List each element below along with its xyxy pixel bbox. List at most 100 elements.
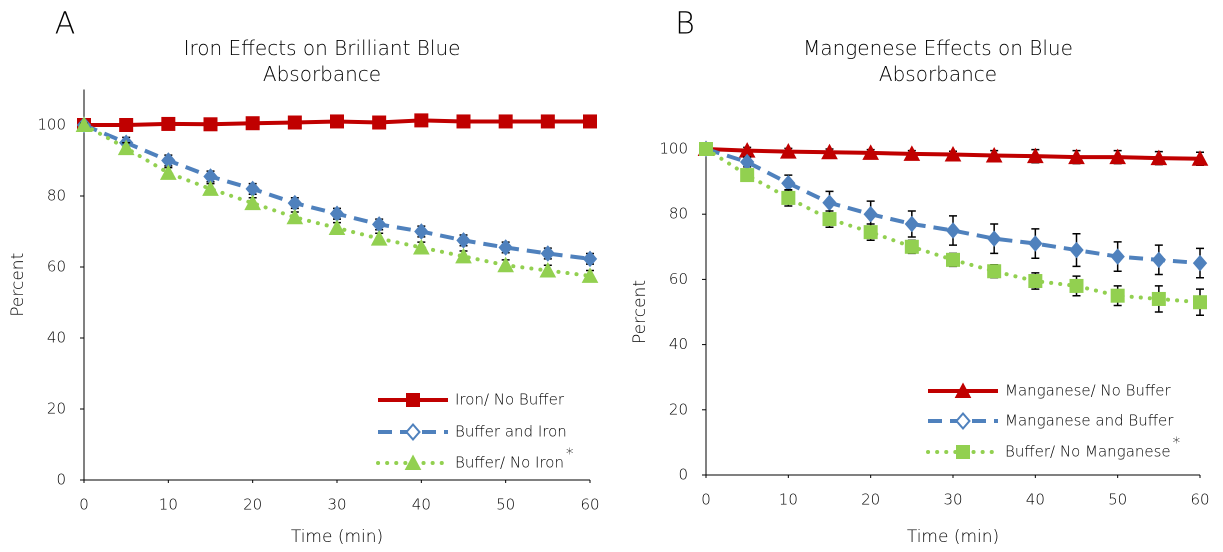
series-line — [82, 123, 592, 278]
data-point — [540, 245, 555, 262]
data-point — [456, 114, 471, 129]
data-point — [328, 219, 346, 235]
data-point — [1026, 147, 1044, 164]
data-point — [497, 256, 515, 273]
data-point — [1028, 235, 1043, 252]
annotation: * — [566, 445, 574, 463]
y-tick-label: 80 — [47, 187, 66, 205]
data-point — [863, 205, 878, 223]
data-point — [540, 114, 555, 129]
data-point — [370, 230, 388, 246]
y-tick-label: 100 — [37, 116, 66, 134]
y-tick-label: 40 — [47, 329, 66, 347]
data-point — [414, 113, 429, 128]
legend-label: Buffer/ No Manganese — [1005, 443, 1171, 461]
x-tick-label: 30 — [327, 496, 346, 514]
data-point — [287, 194, 302, 212]
data-point — [946, 252, 960, 267]
data-point — [203, 117, 218, 132]
y-tick-label: 20 — [669, 400, 688, 418]
x-tick-label: 10 — [159, 496, 178, 514]
title-line: Mangenese Effects on Blue — [803, 36, 1073, 60]
x-axis-title: Time (min) — [907, 527, 999, 547]
x-axis-title: Time (min) — [291, 527, 383, 547]
panel-label: B — [675, 7, 695, 42]
y-axis-title: Percent — [630, 280, 650, 344]
data-point — [330, 114, 344, 129]
chart-title: Mangenese Effects on Blue Absorbance — [803, 36, 1073, 86]
data-point — [781, 190, 796, 205]
y-tick-label: 0 — [678, 466, 688, 484]
data-point — [987, 230, 1002, 247]
y-tick-label: 0 — [56, 471, 66, 489]
data-point — [699, 142, 713, 156]
data-point — [822, 194, 837, 212]
legend-label: Buffer and Iron — [455, 423, 567, 441]
x-tick-label: 30 — [943, 491, 962, 509]
x-tick-label: 10 — [779, 491, 798, 509]
legend-label: Manganese and Buffer — [1005, 412, 1174, 430]
x-tick-label: 20 — [861, 491, 880, 509]
series-line — [83, 123, 591, 261]
data-point — [1069, 278, 1084, 293]
legend-marker — [956, 445, 970, 459]
legend-label: Buffer/ No Iron — [455, 454, 564, 472]
data-point — [944, 145, 962, 162]
data-point — [1110, 288, 1125, 303]
legend-marker — [406, 393, 420, 407]
data-point — [1193, 295, 1207, 310]
data-point — [581, 267, 599, 283]
data-point — [412, 238, 430, 255]
data-point — [583, 114, 597, 129]
data-point — [329, 205, 345, 223]
data-point — [75, 116, 93, 132]
data-point — [822, 212, 837, 227]
x-tick-label: 0 — [701, 491, 711, 509]
data-point — [1192, 254, 1208, 272]
data-point — [245, 116, 260, 131]
data-point — [1150, 149, 1168, 166]
data-point — [287, 115, 302, 130]
x-tick-label: 50 — [1108, 491, 1127, 509]
data-point — [1110, 248, 1125, 265]
chart-title: Iron Effects on Brilliant Blue Absorbance — [184, 36, 461, 86]
data-point — [286, 208, 304, 225]
title-line: Iron Effects on Brilliant Blue — [184, 36, 461, 60]
x-tick-label: 40 — [1026, 491, 1045, 509]
data-point — [372, 216, 387, 233]
data-point — [1191, 150, 1209, 166]
data-point — [863, 225, 878, 240]
data-point — [202, 180, 219, 196]
y-tick-label: 100 — [659, 140, 688, 158]
x-tick-label: 20 — [243, 496, 262, 514]
data-point — [161, 116, 176, 131]
data-point — [1109, 148, 1127, 165]
legend-marker — [955, 411, 971, 431]
y-tick-label: 60 — [669, 270, 688, 288]
title-line: Absorbance — [263, 62, 381, 86]
x-tick-label: 0 — [79, 496, 89, 514]
data-point — [740, 168, 755, 183]
legend-label: Iron/ No Buffer — [455, 391, 565, 409]
y-axis-title: Percent — [8, 253, 28, 317]
series-line — [705, 147, 1201, 266]
data-point — [539, 261, 557, 278]
data-point — [1028, 274, 1043, 289]
data-point — [455, 247, 472, 264]
data-point — [414, 223, 429, 240]
data-point — [372, 115, 387, 130]
x-tick-label: 60 — [1190, 491, 1209, 509]
x-tick-label: 40 — [412, 496, 431, 514]
data-point — [945, 222, 961, 239]
data-point — [1151, 251, 1166, 269]
data-point — [1068, 148, 1085, 165]
data-point — [159, 164, 177, 180]
data-point — [117, 139, 135, 156]
panel-label: A — [55, 7, 76, 42]
title-line: Absorbance — [879, 62, 997, 86]
x-tick-label: 60 — [580, 496, 599, 514]
annotation: * — [1173, 434, 1181, 452]
data-point — [781, 174, 796, 192]
data-point — [904, 239, 919, 254]
